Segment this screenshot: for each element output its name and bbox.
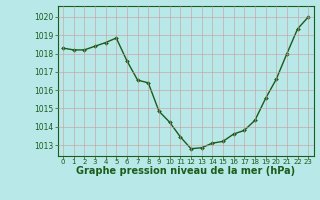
X-axis label: Graphe pression niveau de la mer (hPa): Graphe pression niveau de la mer (hPa) (76, 166, 295, 176)
